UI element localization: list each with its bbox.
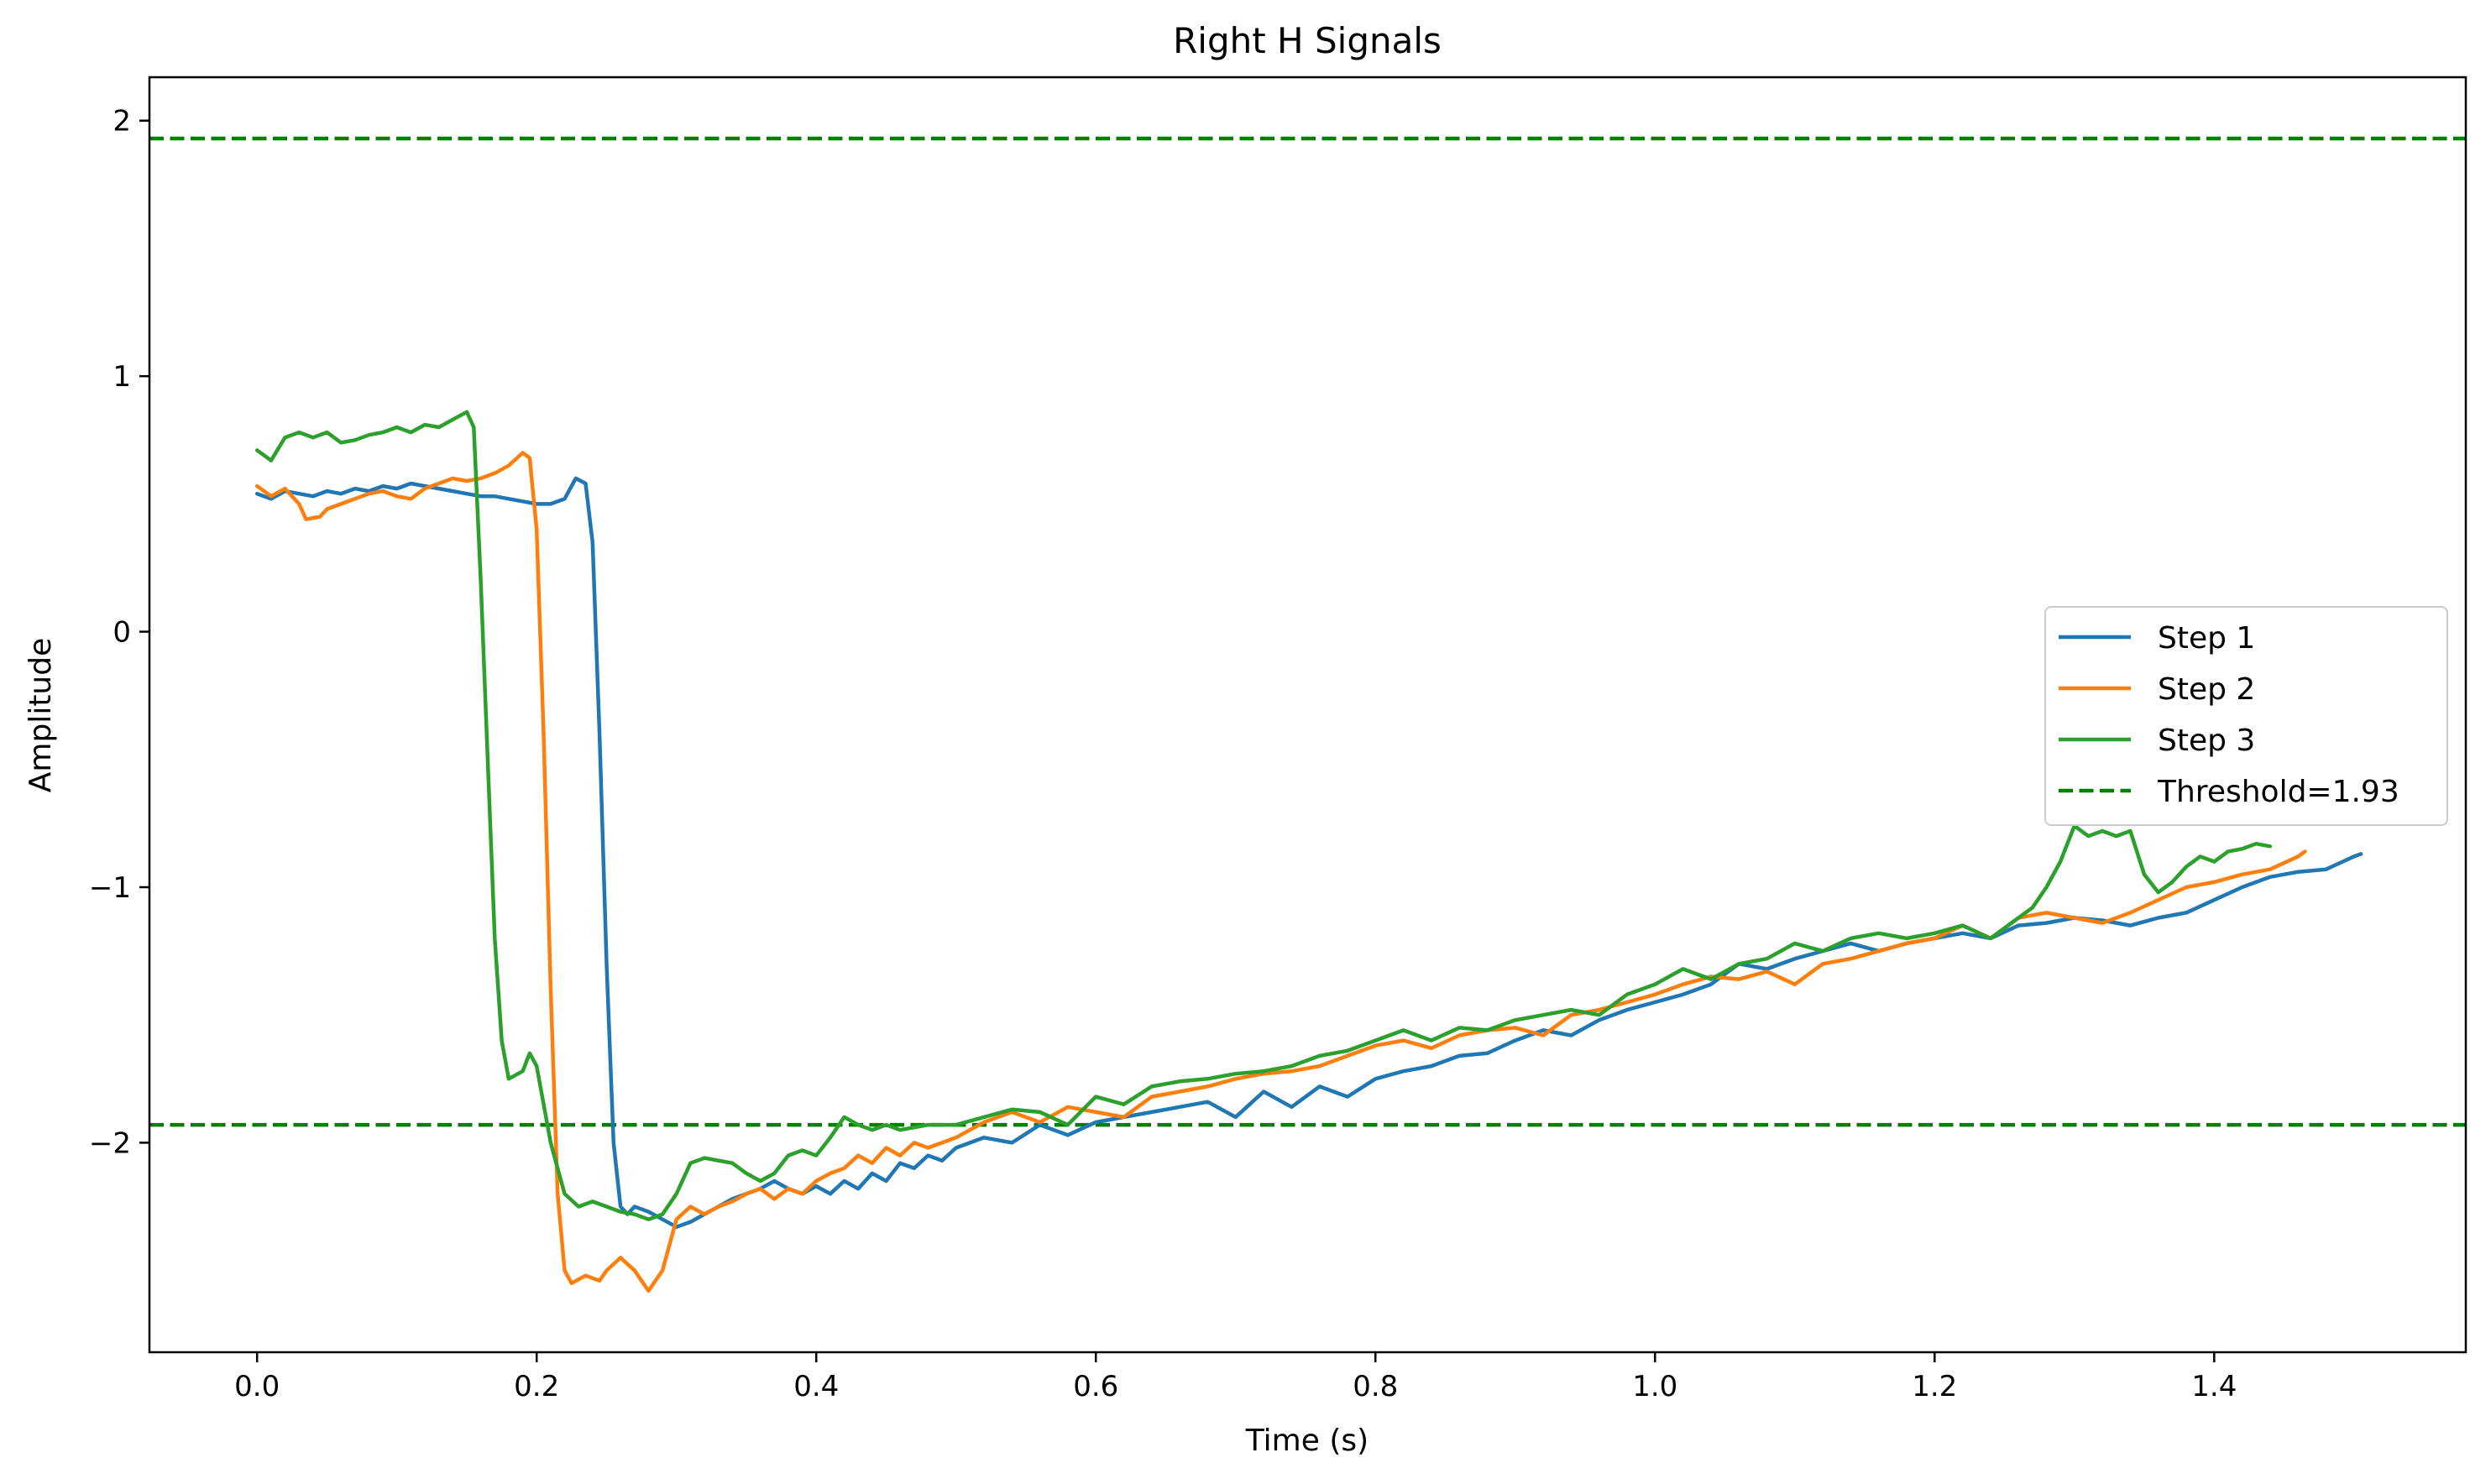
legend-label: Threshold=1.93 — [2157, 775, 2399, 809]
x-tick-label: 1.4 — [2191, 1370, 2237, 1403]
x-axis-label: Time (s) — [1245, 1424, 1368, 1458]
legend-label: Step 3 — [2158, 724, 2255, 758]
series-line-step-2 — [254, 451, 2307, 1293]
threshold-lines — [149, 136, 2466, 1127]
y-tick-label: 0 — [113, 616, 131, 650]
legend: Step 1 Step 2 Step 3 Threshold=1.93 — [2044, 606, 2448, 826]
y-axis: −2 −1 0 1 2 — [89, 105, 149, 1160]
plot-frame — [148, 76, 2467, 1354]
x-tick-label: 0.4 — [793, 1370, 839, 1403]
x-tick-label: 0.8 — [1353, 1370, 1398, 1403]
y-tick-label: 2 — [113, 105, 131, 138]
legend-label: Step 1 — [2158, 621, 2255, 656]
y-tick-label: 1 — [113, 360, 131, 394]
y-tick-label: −1 — [89, 871, 131, 905]
y-tick-label: −2 — [89, 1126, 131, 1160]
y-axis-label: Amplitude — [24, 638, 58, 792]
x-axis: 0.0 0.2 0.4 0.6 0.8 1.0 1.2 1.4 — [234, 1352, 2237, 1403]
x-tick-label: 1.0 — [1632, 1370, 1677, 1403]
chart-title: Right H Signals — [1173, 20, 1442, 61]
series-lines — [254, 410, 2363, 1293]
legend-label: Step 2 — [2158, 672, 2255, 707]
legend-box — [2044, 606, 2448, 826]
x-tick-label: 0.0 — [234, 1370, 280, 1403]
x-tick-label: 0.2 — [514, 1370, 559, 1403]
x-tick-label: 1.2 — [1912, 1370, 1957, 1403]
series-line-step-3 — [254, 410, 2273, 1221]
x-tick-label: 0.6 — [1073, 1370, 1118, 1403]
